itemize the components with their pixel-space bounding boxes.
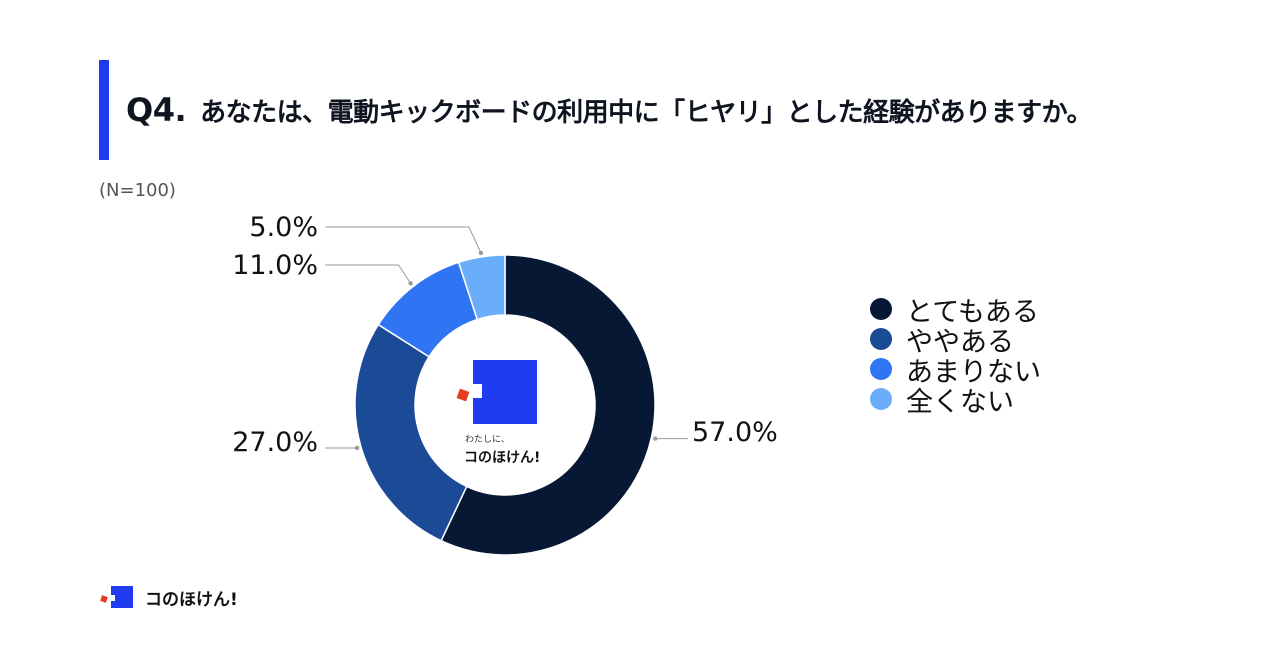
legend-item: 全くない (870, 384, 1041, 418)
question-number: Q4. (126, 91, 187, 129)
leader-dot (408, 281, 413, 286)
legend-item: とてもある (870, 294, 1041, 328)
data-label: 27.0% (232, 427, 318, 458)
question-text: あなたは、電動キックボードの利用中に「ヒヤリ」とした経験がありますか。 (200, 97, 1093, 128)
data-label: 11.0% (232, 250, 318, 281)
center-logo-small-text: わたしに、 (465, 434, 510, 445)
label-leader-lines (325, 226, 688, 451)
donut-slice (354, 323, 468, 542)
donut-slices (354, 254, 656, 556)
brand-logo-icon (456, 360, 537, 424)
chart-legend: とてもある ややある あまりない 全くない (870, 294, 1041, 418)
legend-item: あまりない (870, 354, 1041, 388)
title-accent-bar (99, 60, 109, 160)
leader-line (325, 226, 482, 254)
footer-brand-text: コのほけん! (145, 589, 238, 610)
data-label: 57.0% (692, 417, 778, 448)
data-labels: 57.0% 27.0% 11.0% 5.0% (232, 212, 778, 458)
donut-slice (440, 254, 656, 556)
legend-label: とてもある (906, 296, 1039, 328)
legend-swatch (870, 298, 892, 320)
data-label: 5.0% (249, 212, 318, 243)
leader-line (325, 264, 412, 284)
legend-swatch (870, 328, 892, 350)
legend-label: 全くない (906, 386, 1014, 418)
leader-dot (354, 445, 360, 451)
legend-label: あまりない (906, 356, 1041, 388)
center-logo: わたしに、 コのほけん! (456, 360, 540, 466)
brand-logo-icon (100, 586, 133, 608)
donut-slice (457, 254, 506, 321)
center-logo-brand-text: コのほけん! (464, 450, 540, 466)
question-title: Q4. あなたは、電動キックボードの利用中に「ヒヤリ」とした経験がありますか。 (126, 85, 1093, 135)
sample-size-label: (N=100) (99, 180, 176, 201)
legend-swatch (870, 388, 892, 410)
legend-swatch (870, 358, 892, 380)
legend-item: ややある (870, 324, 1041, 358)
leader-dot (653, 436, 658, 441)
leader-dot (478, 250, 484, 256)
legend-label: ややある (906, 326, 1014, 358)
footer-brand: コのほけん! (99, 584, 238, 610)
